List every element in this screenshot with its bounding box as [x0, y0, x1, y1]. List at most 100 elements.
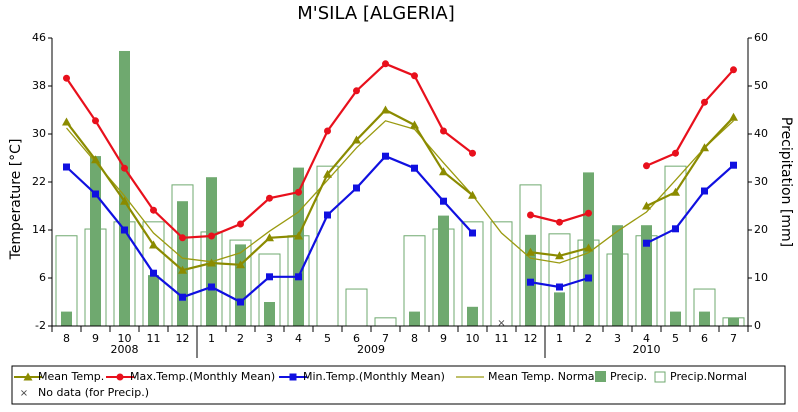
marker	[63, 74, 70, 82]
legend-label: Mean Temp.	[38, 370, 104, 383]
x-tick-label: 8	[411, 332, 418, 345]
precip-bar	[264, 302, 275, 326]
x-tick-label: 3	[266, 332, 273, 345]
legend-label: Max.Temp.(Monthly Mean)	[130, 370, 275, 383]
marker	[91, 155, 100, 164]
marker	[672, 225, 679, 233]
marker	[440, 197, 447, 205]
legend-swatch	[595, 371, 606, 382]
marker	[295, 188, 302, 196]
x-group-label: 2008	[111, 343, 139, 356]
y-axis-title: Temperature [°C]	[8, 139, 24, 261]
marker	[643, 162, 650, 170]
precip-bar	[438, 215, 449, 326]
marker	[237, 220, 244, 228]
precip-bar	[90, 156, 101, 326]
x-tick-label: 7	[730, 332, 737, 345]
precip-bar	[612, 225, 623, 326]
x-tick-label: 4	[295, 332, 302, 345]
x-tick-label: 1	[556, 332, 563, 345]
x-tick-label: 2	[585, 332, 592, 345]
marker	[730, 161, 737, 169]
precip-bar	[467, 306, 478, 326]
marker	[150, 206, 157, 214]
marker	[265, 233, 274, 242]
marker	[700, 143, 709, 152]
marker	[642, 201, 651, 210]
marker	[266, 273, 273, 281]
marker	[585, 209, 592, 217]
legend-label: Precip.	[610, 370, 647, 383]
precip-bar	[119, 50, 130, 327]
no-data-marker: ×	[497, 318, 505, 329]
precip-bar	[670, 311, 681, 326]
marker	[584, 243, 593, 252]
marker	[179, 293, 186, 301]
marker	[556, 218, 563, 226]
precip-bar	[409, 311, 420, 326]
marker	[62, 117, 71, 126]
x-tick-label: 11	[147, 332, 161, 345]
y2-axis-title: Precipitation [mm]	[778, 117, 794, 247]
marker	[208, 232, 215, 240]
marker	[527, 211, 534, 219]
x-tick-label: 1	[208, 332, 215, 345]
marker	[178, 265, 187, 274]
marker	[150, 269, 157, 277]
marker	[237, 298, 244, 306]
marker	[469, 229, 476, 237]
marker	[92, 117, 99, 125]
marker	[92, 190, 99, 198]
precip-bar	[235, 244, 246, 326]
y2-tick-label: 30	[754, 175, 768, 188]
precip-bar	[728, 317, 739, 326]
marker	[555, 251, 564, 260]
legend-no-data-marker: ×	[20, 388, 28, 399]
marker	[23, 372, 33, 381]
marker	[411, 72, 418, 80]
y2-tick-label: 40	[754, 127, 768, 140]
marker	[323, 169, 332, 178]
precip-bar	[641, 225, 652, 326]
marker	[207, 258, 216, 267]
marker	[353, 87, 360, 95]
marker	[729, 112, 738, 121]
marker	[179, 234, 186, 242]
legend-label: Min.Temp.(Monthly Mean)	[303, 370, 445, 383]
marker	[294, 231, 303, 240]
marker	[701, 98, 708, 106]
y-tick-label: 46	[32, 31, 46, 44]
y-tick-label: 30	[32, 127, 46, 140]
x-tick-label: 5	[672, 332, 679, 345]
x-tick-label: 11	[495, 332, 509, 345]
x-tick-label: 3	[614, 332, 621, 345]
marker	[730, 66, 737, 74]
normal-line	[66, 120, 734, 264]
marker	[643, 239, 650, 247]
x-tick-label: 10	[466, 332, 480, 345]
marker	[353, 184, 360, 192]
marker	[440, 127, 447, 135]
y2-tick-label: 0	[754, 319, 761, 332]
marker	[526, 247, 535, 256]
marker	[324, 211, 331, 219]
marker	[63, 163, 70, 171]
marker	[672, 149, 679, 157]
precip-bar	[206, 177, 217, 326]
marker	[121, 226, 128, 234]
legend-box	[11, 365, 786, 405]
y-tick-label: 38	[32, 79, 46, 92]
marker	[439, 167, 448, 176]
x-tick-label: 2	[237, 332, 244, 345]
marker	[381, 105, 390, 114]
x-tick-label: 8	[63, 332, 70, 345]
marker	[468, 190, 477, 199]
precip-bar	[554, 292, 565, 326]
marker	[295, 273, 302, 281]
x-tick-label: 9	[92, 332, 99, 345]
marker	[382, 60, 389, 68]
x-group-label: 2010	[633, 343, 661, 356]
marker	[701, 187, 708, 195]
y-tick-label: 22	[32, 175, 46, 188]
